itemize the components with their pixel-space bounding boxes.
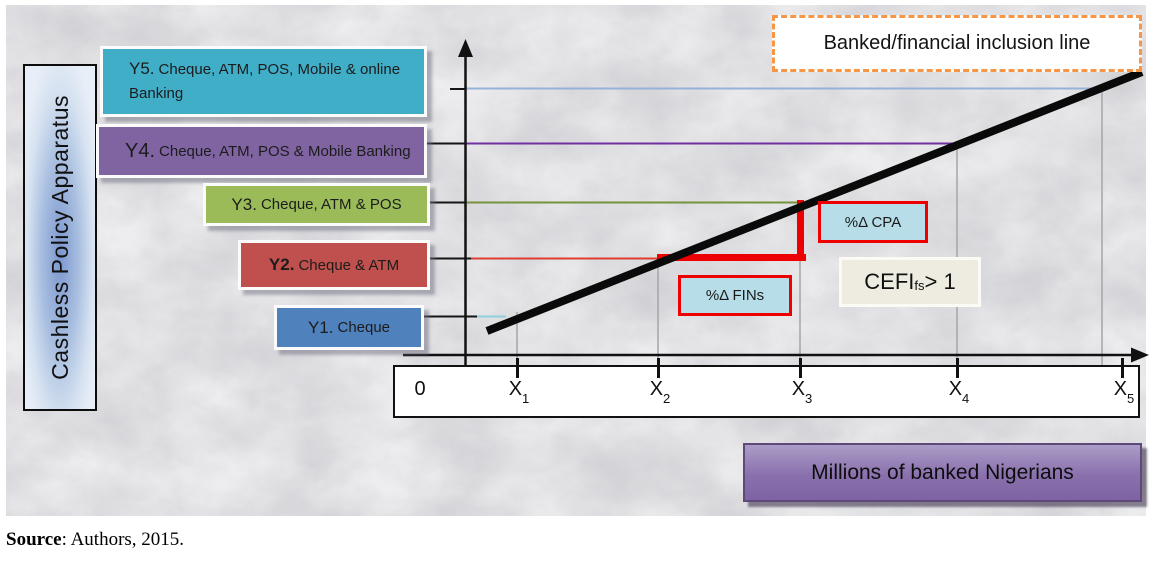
cefi-main: CEFI xyxy=(864,269,915,294)
y5-label-box: Y5. Cheque, ATM, POS, Mobile & online Ban… xyxy=(100,46,427,117)
source-note: Source: Authors, 2015. xyxy=(6,529,184,551)
x-tick-4-sub: 4 xyxy=(962,391,970,406)
y1-text: Cheque xyxy=(337,319,391,336)
x-tick-3-sub: 3 xyxy=(805,391,813,406)
x-tick-1: X1 xyxy=(508,378,530,405)
cefi-box: CEFI fs > 1 xyxy=(839,257,981,307)
y3-prefix: Y3. xyxy=(231,194,257,214)
source-rest: : Authors, 2015. xyxy=(61,529,185,550)
y3-label-box: Y3. Cheque, ATM & POS xyxy=(203,183,430,226)
x-axis-caption-box: Millions of banked Nigerians xyxy=(743,443,1142,502)
tickmark-x5 xyxy=(1121,358,1124,378)
x-tick-1-sub: 1 xyxy=(522,391,530,406)
x-tick-3: X3 xyxy=(791,378,813,405)
x-tick-5-base: X xyxy=(1113,378,1128,400)
y5-prefix: Y5. xyxy=(129,59,155,78)
y2-label-box: Y2. Cheque & ATM xyxy=(238,240,430,290)
x-tick-3-base: X xyxy=(791,378,806,400)
x-tick-2: X2 xyxy=(649,378,671,405)
tickmark-x2 xyxy=(657,358,660,378)
y2-text: Cheque & ATM xyxy=(298,256,400,274)
y-axis-title: Cashless Policy Apparatus xyxy=(46,95,73,380)
x-tick-4: X4 xyxy=(948,378,970,405)
cpa-delta-box: %Δ CPA xyxy=(818,201,928,243)
x-axis-caption-text: Millions of banked Nigerians xyxy=(811,460,1074,484)
y4-label-box: Y4. Cheque, ATM, POS & Mobile Banking xyxy=(96,124,427,178)
source-prefix: Source xyxy=(6,529,62,550)
cpa-delta-text: %Δ CPA xyxy=(844,213,902,231)
y1-prefix: Y1. xyxy=(307,317,334,337)
y1-label-box: Y1. Cheque xyxy=(274,305,424,350)
fins-delta-text: %Δ FINs xyxy=(705,287,765,304)
x-tick-0-base: 0 xyxy=(414,378,426,400)
inclusion-line-legend-box: Banked/financial inclusion line xyxy=(772,15,1142,72)
tickmark-x4 xyxy=(956,358,959,378)
y5-text: Cheque, ATM, POS, Mobile & online Bankin… xyxy=(129,61,401,103)
y-axis-title-box: Cashless Policy Apparatus xyxy=(23,64,97,411)
x-tick-2-sub: 2 xyxy=(663,391,671,406)
tickmark-x3 xyxy=(799,358,802,378)
y3-text: Cheque, ATM & POS xyxy=(260,196,402,213)
x-tick-2-base: X xyxy=(649,378,664,400)
y4-text: Cheque, ATM, POS & Mobile Banking xyxy=(159,142,411,160)
y2-prefix: Y2. xyxy=(268,255,295,274)
x-tick-5: X5 xyxy=(1113,378,1135,405)
cefi-rest: > 1 xyxy=(924,269,956,294)
x-tick-5-sub: 5 xyxy=(1127,391,1135,406)
x-tick-4-base: X xyxy=(948,378,963,400)
inclusion-line-legend-text: Banked/financial inclusion line xyxy=(823,32,1091,54)
x-tick-1-base: X xyxy=(508,378,523,400)
x-tick-0: 0 xyxy=(414,378,425,401)
fins-delta-box: %Δ FINs xyxy=(678,275,792,316)
x-axis-label-strip: 0 X1 X2 X3 X4 X5 xyxy=(393,365,1140,418)
y4-prefix: Y4. xyxy=(125,139,156,162)
tickmark-x1 xyxy=(516,358,519,378)
